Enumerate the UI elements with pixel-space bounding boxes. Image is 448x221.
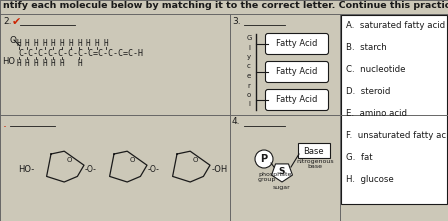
Text: Base: Base xyxy=(303,147,323,156)
Text: H: H xyxy=(77,59,82,67)
Text: l: l xyxy=(248,101,250,107)
Text: base: base xyxy=(307,164,323,169)
Text: H.  glucose: H. glucose xyxy=(346,175,394,184)
Text: O: O xyxy=(67,157,73,163)
Text: F.  unsaturated fatty ac: F. unsaturated fatty ac xyxy=(346,131,446,140)
Text: B.  starch: B. starch xyxy=(346,43,387,52)
Text: sugar: sugar xyxy=(273,185,291,190)
Text: E.  amino acid: E. amino acid xyxy=(346,109,407,118)
Text: r: r xyxy=(248,82,250,88)
Text: HO-: HO- xyxy=(18,166,34,175)
Text: y: y xyxy=(247,54,251,60)
Text: H: H xyxy=(34,59,38,67)
Text: H: H xyxy=(25,38,30,48)
Text: -OH: -OH xyxy=(212,166,228,175)
Text: -O-: -O- xyxy=(85,166,97,175)
Polygon shape xyxy=(271,164,293,182)
Text: 2.: 2. xyxy=(3,17,12,26)
Text: HO: HO xyxy=(2,57,15,65)
Text: H: H xyxy=(51,38,56,48)
Text: A.  saturated fatty acid: A. saturated fatty acid xyxy=(346,21,445,30)
Text: Fatty Acid: Fatty Acid xyxy=(276,95,318,105)
Text: H: H xyxy=(86,38,90,48)
Text: H: H xyxy=(77,38,82,48)
Text: 4.: 4. xyxy=(232,117,241,126)
Text: C-C-C-C-C-C-C-C=C-C-C=C-H: C-C-C-C-C-C-C-C=C-C-C=C-H xyxy=(18,48,143,57)
Text: O: O xyxy=(10,36,17,45)
Text: H: H xyxy=(34,38,38,48)
Text: Fatty Acid: Fatty Acid xyxy=(276,67,318,76)
Text: H: H xyxy=(95,38,99,48)
FancyBboxPatch shape xyxy=(266,61,328,82)
FancyBboxPatch shape xyxy=(266,90,328,110)
Text: c: c xyxy=(247,63,251,69)
Text: O: O xyxy=(130,157,135,163)
Text: G.  fat: G. fat xyxy=(346,153,373,162)
FancyBboxPatch shape xyxy=(298,143,330,158)
Text: group: group xyxy=(258,177,276,182)
Text: S: S xyxy=(279,168,285,177)
Text: H: H xyxy=(60,59,65,67)
Text: ✔: ✔ xyxy=(12,17,22,27)
Text: ntify each molecule below by matching it to the correct letter. Continue this pr: ntify each molecule below by matching it… xyxy=(3,1,448,10)
Text: H: H xyxy=(42,59,47,67)
Text: H: H xyxy=(16,59,21,67)
FancyBboxPatch shape xyxy=(341,15,447,204)
Text: H: H xyxy=(69,38,73,48)
Text: H: H xyxy=(103,38,108,48)
FancyBboxPatch shape xyxy=(266,34,328,55)
Text: G: G xyxy=(246,35,252,41)
Text: H: H xyxy=(60,38,65,48)
Text: 3.: 3. xyxy=(232,17,241,26)
Text: H: H xyxy=(51,59,56,67)
Text: phosphate: phosphate xyxy=(258,172,291,177)
Text: e: e xyxy=(247,73,251,79)
Text: l: l xyxy=(248,44,250,51)
Text: D.  steroid: D. steroid xyxy=(346,87,390,96)
Text: o: o xyxy=(247,92,251,98)
Text: H: H xyxy=(42,38,47,48)
Text: H: H xyxy=(25,59,30,67)
Text: P: P xyxy=(260,154,267,164)
Text: Fatty Acid: Fatty Acid xyxy=(276,40,318,48)
Text: C.  nucleotide: C. nucleotide xyxy=(346,65,405,74)
Text: -O-: -O- xyxy=(148,166,160,175)
Text: nitrogenous: nitrogenous xyxy=(296,159,334,164)
Circle shape xyxy=(255,150,273,168)
Text: H: H xyxy=(16,38,21,48)
Text: .: . xyxy=(3,117,7,130)
Text: O: O xyxy=(193,157,198,163)
